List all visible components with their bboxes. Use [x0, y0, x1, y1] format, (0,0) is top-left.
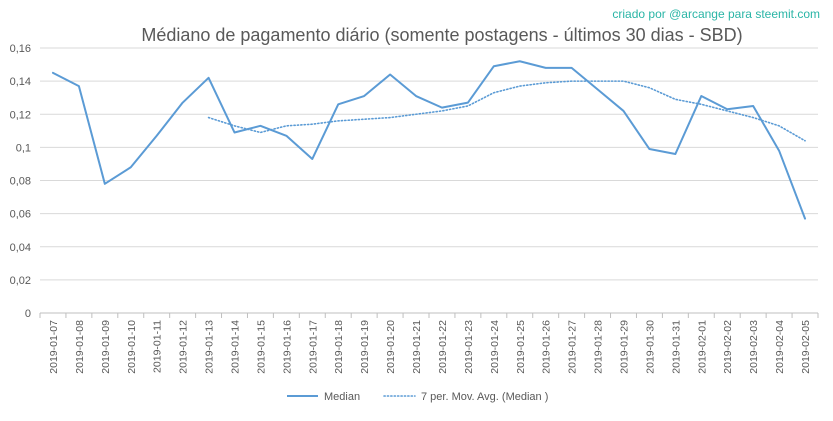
y-tick-label: 0,06	[10, 209, 31, 221]
x-tick-label: 2019-02-03	[748, 320, 760, 374]
x-tick-label: 2019-01-29	[619, 320, 631, 374]
x-tick-label: 2019-01-14	[230, 320, 242, 374]
x-tick-label: 2019-01-07	[48, 320, 60, 374]
chart-credit: criado por @arcange para steemit.com	[612, 7, 820, 21]
x-tick-label: 2019-02-01	[696, 320, 708, 374]
y-tick-label: 0,04	[10, 242, 31, 254]
gridlines	[40, 47, 818, 281]
x-tick-label: 2019-01-30	[644, 320, 656, 374]
legend-label-moving-average: 7 per. Mov. Avg. (Median )	[421, 391, 548, 403]
x-tick-label: 2019-01-21	[411, 320, 423, 374]
legend: Median 7 per. Mov. Avg. (Median )	[287, 391, 548, 403]
series-lines	[51, 60, 807, 220]
y-tick-label: 0,14	[10, 76, 31, 88]
y-tick-label: 0,12	[10, 109, 31, 121]
x-tick-label: 2019-01-27	[567, 320, 579, 374]
x-tick-label: 2019-01-08	[74, 320, 86, 374]
x-tick-label: 2019-02-05	[800, 320, 812, 374]
x-tick-label: 2019-01-25	[515, 320, 527, 374]
y-tick-label: 0,1	[16, 142, 31, 154]
x-tick-label: 2019-01-10	[126, 320, 138, 374]
y-axis-tick-labels: 0 0,02 0,04 0,06 0,08 0,1 0,12 0,14 0,16	[10, 43, 31, 320]
x-tick-label: 2019-01-13	[204, 320, 216, 374]
chart-title: Médiano de pagamento diário (somente pos…	[141, 25, 742, 45]
x-tick-label: 2019-01-31	[670, 320, 682, 374]
x-tick-label: 2019-02-04	[774, 320, 786, 374]
y-tick-label: 0,02	[10, 275, 31, 287]
x-tick-label: 2019-01-22	[437, 320, 449, 374]
legend-label-median: Median	[324, 391, 360, 403]
x-tick-label: 2019-01-18	[333, 320, 345, 374]
x-tick-label: 2019-01-26	[541, 320, 553, 374]
x-tick-label: 2019-01-24	[489, 320, 501, 374]
x-tick-label: 2019-02-02	[722, 320, 734, 374]
x-tick-label: 2019-01-12	[178, 320, 190, 374]
moving-average-line	[207, 80, 806, 142]
median-line	[51, 60, 807, 220]
x-tick-label: 2019-01-16	[281, 320, 293, 374]
y-tick-label: 0,08	[10, 176, 31, 188]
x-tick-label: 2019-01-20	[385, 320, 397, 374]
x-tick-label: 2019-01-28	[593, 320, 605, 374]
y-tick-label: 0	[25, 308, 31, 320]
x-tick-label: 2019-01-09	[100, 320, 112, 374]
x-tick-label: 2019-01-23	[463, 320, 475, 374]
y-tick-label: 0,16	[10, 43, 31, 55]
x-tick-label: 2019-01-19	[359, 320, 371, 374]
x-tick-label: 2019-01-11	[152, 320, 164, 373]
x-tick-label: 2019-01-15	[255, 320, 267, 374]
x-tick-label: 2019-01-17	[307, 320, 319, 374]
x-axis: 2019-01-07 2019-01-08 2019-01-09 2019-01-10…	[39, 312, 819, 374]
